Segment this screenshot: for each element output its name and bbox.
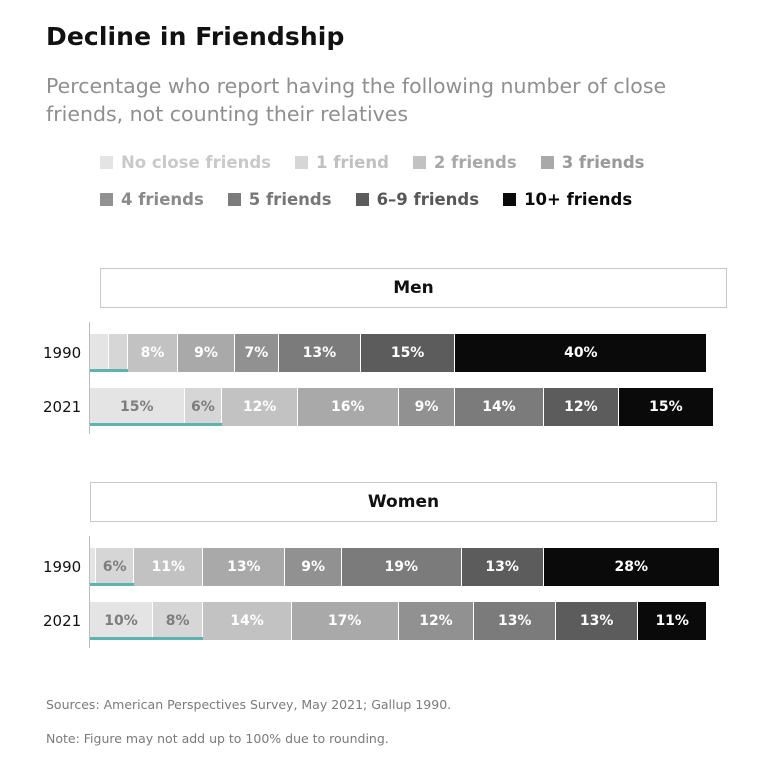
- bar-segment: 40%: [455, 334, 708, 372]
- stacked-bar-men-2021: 15% 6% 12% 16% 9% 14% 12% 15%: [90, 388, 714, 426]
- bar-segment: 16%: [297, 388, 399, 426]
- bar-segment: 6%: [184, 388, 223, 426]
- year-label: 2021: [43, 612, 82, 630]
- legend-item: 10+ friends: [503, 190, 632, 209]
- legend-swatch: [355, 192, 369, 206]
- sources-note: Sources: American Perspectives Survey, M…: [46, 697, 452, 712]
- legend-label: 10+ friends: [524, 189, 633, 209]
- legend-item: No close friends: [100, 153, 271, 172]
- few-friends-underline: [90, 583, 135, 586]
- legend-swatch: [412, 155, 426, 169]
- bar-segment: [90, 334, 109, 372]
- bar-segment: 6%: [96, 548, 135, 586]
- bar-segment: 13%: [474, 602, 557, 640]
- year-label: 2021: [43, 398, 82, 416]
- legend-swatch: [540, 155, 554, 169]
- legend-label: 4 friends: [121, 189, 204, 209]
- bar-segment: 17%: [291, 602, 399, 640]
- legend-label: No close friends: [121, 152, 271, 172]
- bar-segment: 14%: [455, 388, 544, 426]
- bar-segment: 15%: [619, 388, 714, 426]
- bar-segment: 12%: [398, 602, 475, 640]
- bar-segment: 10%: [90, 602, 153, 640]
- few-friends-underline: [90, 369, 128, 372]
- bar-segment: 14%: [203, 602, 292, 640]
- rounding-note: Note: Figure may not add up to 100% due …: [46, 731, 389, 746]
- bar-segment: 9%: [285, 548, 342, 586]
- stacked-bar-women-2021: 10% 8% 14% 17% 12% 13% 13% 11%: [90, 602, 708, 640]
- bar-segment: [108, 334, 128, 372]
- bar-segment: 8%: [127, 334, 179, 372]
- panel-header-women: Women: [90, 482, 717, 522]
- bar-segment: 11%: [638, 602, 708, 640]
- few-friends-underline: [90, 423, 223, 426]
- bar-segment: 8%: [153, 602, 204, 640]
- year-label: 1990: [43, 558, 82, 576]
- legend-label: 2 friends: [433, 152, 517, 172]
- legend: No close friends 1 friend 2 friends 3 frien…: [100, 150, 700, 224]
- legend-row-1: No close friends 1 friend 2 friends 3 frien…: [100, 150, 700, 174]
- legend-row-2: 4 friends 5 friends 6–9 friends 10+ friends: [100, 187, 700, 211]
- legend-swatch: [100, 155, 113, 169]
- legend-swatch: [294, 155, 308, 169]
- legend-item: 5 friends: [227, 189, 332, 209]
- legend-item: 1 friend: [294, 152, 389, 172]
- legend-item: 6–9 friends: [355, 189, 480, 209]
- legend-swatch: [100, 192, 113, 206]
- panel-header-men: Men: [100, 268, 727, 308]
- legend-item: 2 friends: [412, 152, 517, 172]
- axis-line: [89, 322, 90, 434]
- legend-swatch: [227, 192, 241, 206]
- legend-swatch: [503, 192, 517, 206]
- bar-segment: 28%: [543, 548, 720, 586]
- chart-subtitle: Percentage who report having the followi…: [46, 74, 667, 126]
- legend-label: 5 friends: [248, 189, 332, 209]
- bar-segment: 9%: [178, 334, 235, 372]
- bar-segment: 13%: [203, 548, 286, 586]
- axis-line: [89, 536, 90, 648]
- bar-segment: 13%: [461, 548, 544, 586]
- bar-segment: 13%: [278, 334, 361, 372]
- bar-segment: [90, 548, 97, 586]
- stacked-bar-women-1990: 6% 11% 13% 9% 19% 13% 28%: [90, 548, 720, 586]
- bar-segment: 11%: [134, 548, 204, 586]
- bar-segment: 7%: [234, 334, 279, 372]
- bar-segment: 13%: [556, 602, 639, 640]
- legend-item: 3 friends: [540, 152, 645, 172]
- bar-segment: 9%: [398, 388, 456, 426]
- stacked-bar-men-1990: 8% 9% 7% 13% 15% 40%: [90, 334, 708, 372]
- legend-label: 3 friends: [561, 152, 645, 172]
- bar-segment: 19%: [341, 548, 462, 586]
- chart-title: Decline in Friendship: [46, 22, 345, 51]
- legend-label: 6–9 friends: [376, 189, 480, 209]
- bar-segment: 15%: [360, 334, 456, 372]
- bar-segment: 12%: [222, 388, 298, 426]
- bar-segment: 15%: [90, 388, 185, 426]
- legend-item: 4 friends: [100, 190, 204, 209]
- few-friends-underline: [90, 637, 204, 640]
- year-label: 1990: [43, 344, 82, 362]
- bar-segment: 12%: [543, 388, 620, 426]
- legend-label: 1 friend: [315, 152, 389, 172]
